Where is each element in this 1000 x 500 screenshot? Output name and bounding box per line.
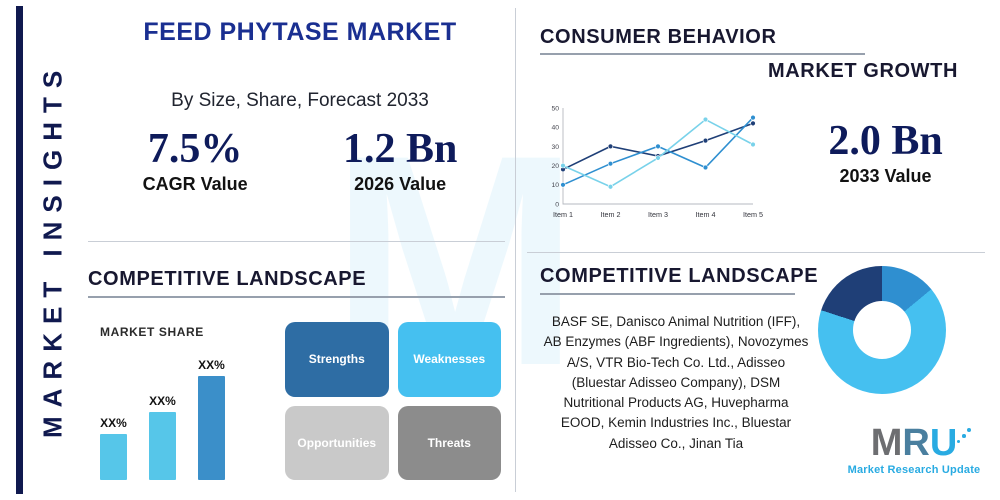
swot-strengths-cell: Strengths xyxy=(285,322,389,397)
donut-hole xyxy=(853,301,911,359)
logo-signal-dots-icon xyxy=(957,426,972,446)
market-share-bar-chart: XX% XX% XX% xyxy=(100,340,260,480)
page-subtitle: By Size, Share, Forecast 2033 xyxy=(171,90,429,111)
bar-value-label: XX% xyxy=(198,358,225,373)
competitive-landscape-left-underline xyxy=(88,296,505,298)
label-2026: 2026 Value xyxy=(354,174,447,195)
swot-opportunities-cell: Opportunities xyxy=(285,405,389,480)
horizontal-divider-left xyxy=(88,241,505,242)
logo-letter: M xyxy=(870,422,903,464)
stat-cagr: 7.5% CAGR Value xyxy=(143,126,248,195)
market-share-bar: XX% xyxy=(198,358,225,480)
bar-value-label: XX% xyxy=(100,415,127,430)
swot-weaknesses-cell: Weaknesses xyxy=(397,322,501,397)
competitive-landscape-right-underline xyxy=(540,293,795,295)
market-share-bar: XX% xyxy=(149,394,176,480)
page-title: FEED PHYTASE MARKET xyxy=(143,18,457,46)
consumer-behavior-line-chart: 0 10 20 30 40 50 Item 1 Item 2 Item 3 Item 4 Item … xyxy=(551,105,763,219)
swot-grid: Strengths Weaknesses Opportunities Threa… xyxy=(285,322,501,480)
cagr-value: 7.5% xyxy=(147,126,243,172)
svg-text:Item 2: Item 2 xyxy=(601,210,621,219)
mru-logo: MRU Market Research Update xyxy=(838,424,990,476)
swot-threats-cell: Threats xyxy=(397,405,501,480)
bar-rect xyxy=(198,376,225,480)
svg-text:Item 3: Item 3 xyxy=(648,210,668,219)
value-2033: 2.0 Bn xyxy=(828,118,943,164)
vertical-page-title: MARKET INSIGHTS xyxy=(37,61,68,439)
svg-text:Item 1: Item 1 xyxy=(553,210,573,219)
label-2033: 2033 Value xyxy=(839,166,932,187)
svg-text:40: 40 xyxy=(551,125,559,132)
headline-stats: 7.5% CAGR Value 1.2 Bn 2026 Value xyxy=(95,126,505,195)
company-list: BASF SE, Danisco Animal Nutrition (IFF),… xyxy=(543,314,809,451)
left-accent-bar xyxy=(16,6,23,494)
competitive-landscape-left-heading: COMPETITIVE LANDSCAPE xyxy=(88,268,367,290)
mru-logo-letters: MRU xyxy=(870,422,972,464)
horizontal-divider-right xyxy=(527,252,985,253)
bar-rect xyxy=(100,433,127,480)
stat-2033: 2.0 Bn 2033 Value xyxy=(788,118,983,187)
svg-text:0: 0 xyxy=(555,201,559,208)
svg-text:30: 30 xyxy=(551,144,559,151)
logo-letter: R xyxy=(902,422,930,464)
mru-logo-tagline: Market Research Update xyxy=(847,464,981,476)
consumer-behavior-underline xyxy=(540,53,865,55)
svg-text:Item 4: Item 4 xyxy=(696,210,716,219)
competitive-landscape-right-heading: COMPETITIVE LANDSCAPE xyxy=(540,265,819,287)
svg-text:Item 5: Item 5 xyxy=(743,210,763,219)
cagr-label: CAGR Value xyxy=(142,174,248,195)
svg-text:10: 10 xyxy=(551,182,559,189)
svg-text:50: 50 xyxy=(551,105,559,112)
bar-rect xyxy=(149,411,176,480)
svg-text:20: 20 xyxy=(551,163,559,170)
market-share-chart-title: MARKET SHARE xyxy=(100,325,204,339)
market-share-bar: XX% xyxy=(100,416,127,480)
market-growth-heading: MARKET GROWTH xyxy=(768,60,958,82)
consumer-behavior-heading: CONSUMER BEHAVIOR xyxy=(540,26,777,48)
bar-value-label: XX% xyxy=(149,393,176,408)
value-2026: 1.2 Bn xyxy=(342,126,458,172)
logo-letter: U xyxy=(929,422,958,464)
company-donut-chart xyxy=(818,266,946,394)
stat-2026: 1.2 Bn 2026 Value xyxy=(343,126,457,195)
vertical-divider xyxy=(515,8,516,492)
